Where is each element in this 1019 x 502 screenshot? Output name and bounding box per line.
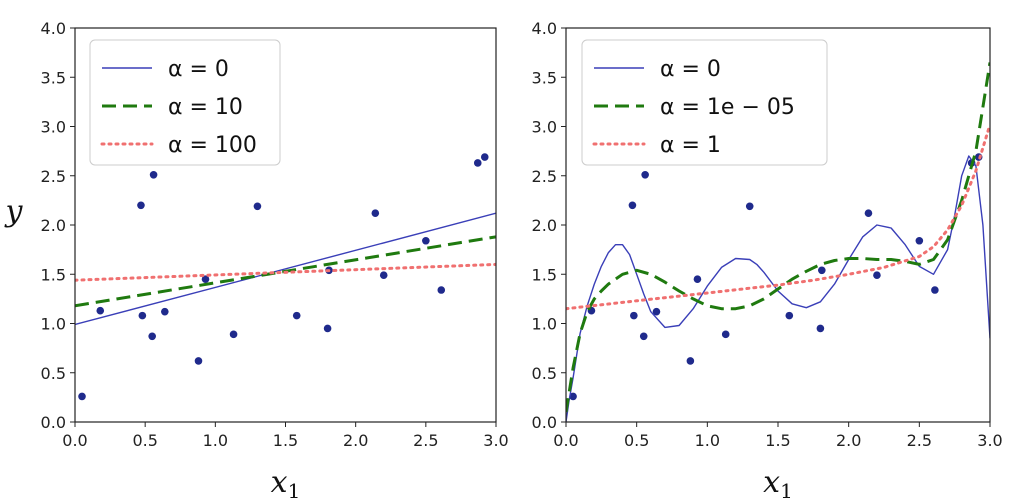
series-line-0	[75, 212, 496, 326]
scatter-point	[161, 307, 169, 316]
legend-label-0: α = 0	[168, 57, 229, 82]
right-chart-panel: 0.0 0.5 1.0 1.5 2.0 2.5 3.0 0.0 0.5 1.0 1.5 2.0 2.5 3…	[532, 19, 1003, 502]
scatter-point	[137, 201, 145, 210]
y-axis-label: y	[4, 194, 24, 229]
y-tick-label: 3.0	[41, 118, 66, 137]
y-tick-label: 0.0	[41, 413, 66, 432]
scatter-point	[480, 153, 489, 161]
x-tick-label: 2.0	[836, 431, 861, 450]
x-tick-label: 0.0	[62, 431, 87, 450]
y-tick-label: 2.5	[41, 167, 66, 186]
scatter-point	[569, 392, 577, 401]
x-tick-label: 3.0	[483, 431, 508, 450]
x-axis-label-main: x	[763, 465, 780, 500]
series-line-2	[566, 123, 990, 311]
x-tick-label: 0.5	[132, 431, 157, 450]
scatter-point	[931, 286, 939, 294]
scatter-point	[693, 275, 702, 283]
x-tick-label: 2.0	[343, 431, 368, 450]
scatter-point	[873, 271, 881, 280]
scatter-point	[96, 306, 105, 315]
y-tick-label: 1.0	[532, 315, 557, 334]
left-chart-panel: 0.0 0.5 1.0 1.5 2.0 2.5 3.0 0.0 0.5 1.0 1.5 2.0 2.5 3…	[4, 19, 509, 502]
y-tick-label: 2.0	[41, 216, 66, 235]
y-tick-label: 0.5	[41, 364, 66, 383]
scatter-point	[652, 307, 661, 316]
scatter-point	[639, 332, 648, 341]
scatter-point	[78, 392, 86, 401]
y-tick-label: 0.0	[532, 413, 557, 432]
scatter-point	[437, 286, 446, 294]
scatter-point	[149, 170, 158, 179]
scatter-point	[818, 266, 826, 275]
legend-label-1: α = 10	[168, 95, 243, 120]
x-tick-label: 2.5	[413, 431, 438, 450]
x-tick-label: 2.5	[907, 431, 932, 450]
scatter-point	[721, 330, 730, 339]
scatter-point	[379, 271, 388, 280]
plot-area	[75, 153, 496, 401]
y-tick-label: 4.0	[41, 19, 66, 38]
legend-box	[89, 39, 281, 166]
x-axis-label-main: x	[271, 465, 288, 500]
scatter-point	[371, 209, 380, 217]
scatter-point	[422, 236, 430, 245]
scatter-point	[816, 324, 825, 333]
x-axis-label-subscript: 1	[288, 479, 301, 502]
series-line-0	[566, 155, 990, 422]
scatter-point	[229, 330, 238, 339]
y-tick-label: 4.0	[532, 19, 557, 38]
x-tick-label: 0.5	[624, 431, 649, 450]
y-tick-label: 0.5	[532, 364, 557, 383]
y-tick-label: 1.5	[41, 265, 66, 284]
scatter-point	[686, 357, 695, 365]
legend-label-1: α = 1e − 05	[660, 95, 795, 120]
scatter-point	[785, 311, 794, 320]
scatter-point	[253, 202, 262, 211]
legend-box	[581, 39, 828, 166]
x-tick-label: 1.5	[765, 431, 790, 450]
y-tick-label: 3.0	[532, 118, 557, 137]
scatter-point	[201, 275, 210, 283]
scatter-point	[628, 201, 637, 210]
series-line-2	[75, 262, 496, 282]
legend-label-2: α = 100	[168, 133, 257, 158]
x-tick-label: 1.0	[203, 431, 228, 450]
legend-label-0: α = 0	[660, 57, 721, 82]
legend: α = 0 α = 1e − 05 α = 1	[581, 39, 828, 166]
scatter-point	[864, 209, 873, 217]
x-axis-label: x1	[271, 465, 301, 502]
scatter-point	[641, 170, 649, 179]
scatter-point	[630, 311, 638, 320]
y-tick-label: 3.5	[532, 68, 557, 87]
scatter-point	[194, 357, 203, 365]
x-axis-label: x1	[763, 465, 793, 502]
scatter-point	[148, 332, 156, 341]
scatter-point	[745, 202, 754, 211]
x-tick-label: 0.0	[553, 431, 578, 450]
plot-area	[566, 62, 990, 422]
scatter-point	[473, 159, 482, 167]
y-tick-label: 2.0	[532, 216, 557, 235]
y-tick-label: 3.5	[41, 68, 66, 87]
x-tick-label: 1.0	[695, 431, 720, 450]
y-tick-label: 1.0	[41, 315, 66, 334]
legend: α = 0 α = 10 α = 100	[89, 39, 281, 166]
x-tick-label: 3.0	[977, 431, 1002, 450]
x-tick-label: 1.5	[273, 431, 298, 450]
scatter-point	[323, 324, 332, 333]
scatter-point	[915, 236, 924, 245]
x-axis-label-subscript: 1	[780, 479, 793, 502]
scatter-point	[292, 311, 301, 320]
y-tick-label: 1.5	[532, 265, 557, 284]
y-tick-label: 2.5	[532, 167, 557, 186]
scatter-point	[138, 311, 147, 320]
series-line-1	[566, 62, 990, 413]
legend-label-2: α = 1	[660, 133, 721, 158]
